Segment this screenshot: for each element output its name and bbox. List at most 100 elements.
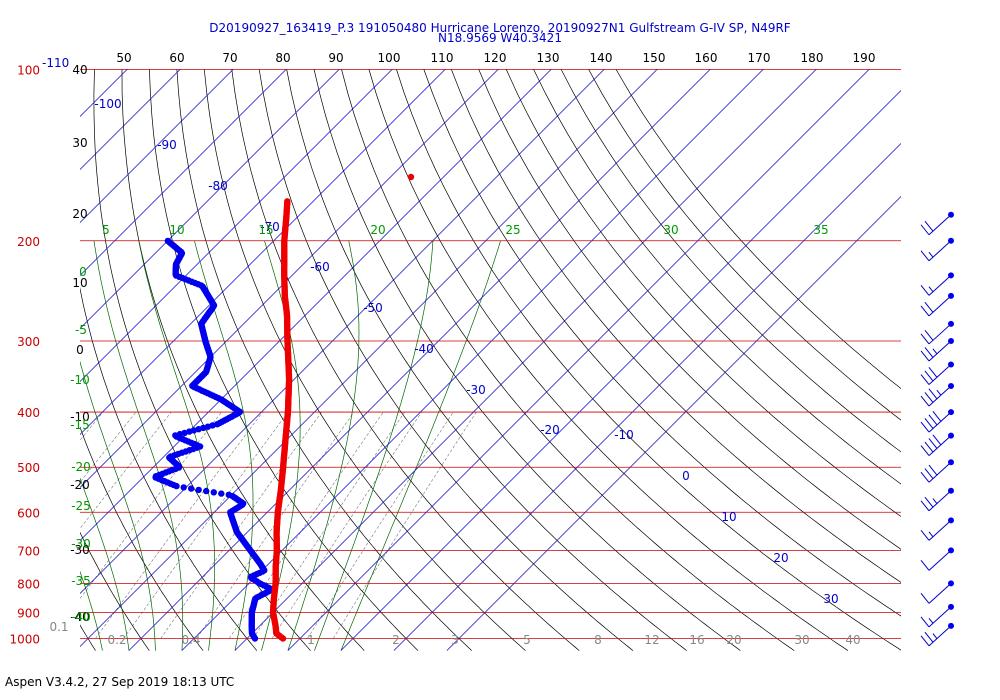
isotherm-line [181, 69, 764, 651]
temperature-point [407, 173, 415, 181]
dry-adiabat-line [423, 69, 901, 617]
moist-adiabat-line [138, 240, 215, 651]
wind-barb-flag [920, 560, 930, 571]
dry-adiabat-label: 0 [76, 343, 84, 357]
isotherm-label: -70 [260, 220, 280, 234]
wind-barb-flag [920, 530, 930, 541]
wind-barb-flag [920, 471, 930, 483]
isotherm-label: -40 [414, 342, 434, 356]
wind-barb-flag [920, 593, 930, 604]
moist-adiabat-line [0, 315, 23, 651]
wind-barb [920, 383, 954, 407]
moist-adiabat-top-label: 20 [370, 223, 385, 237]
wind-barb-staff [928, 411, 952, 433]
top-axis-tick-label: 70 [222, 51, 237, 65]
wind-barb-staff [928, 323, 952, 345]
moist-adiabat-top-label: 25 [505, 223, 520, 237]
mixing-ratio-line [271, 411, 422, 639]
dry-adiabat-label: 20 [72, 207, 87, 221]
top-axis-tick-label: 50 [116, 51, 131, 65]
moist-adiabat-label: -35 [71, 574, 91, 588]
wind-barb [920, 517, 954, 541]
dewpoint-point [203, 487, 210, 495]
isotherm-line [80, 69, 393, 382]
isotherm-line [80, 69, 658, 647]
wind-barb-point [948, 580, 954, 587]
moist-adiabat-label: -5 [75, 323, 87, 337]
pressure-label: 100 [17, 64, 40, 78]
wind-barb-point [948, 487, 954, 494]
isotherm-line [128, 69, 711, 651]
wind-barb [920, 580, 954, 604]
top-axis-tick-label: 150 [643, 51, 666, 65]
pressure-label: 500 [17, 461, 40, 475]
wind-barb-staff [928, 582, 952, 604]
mixing-ratio-line [80, 411, 172, 530]
wind-barb-flag [928, 388, 938, 400]
isotherm-line [340, 90, 901, 651]
top-axis-tick-label: 160 [695, 51, 718, 65]
isotherm-line [80, 69, 446, 435]
dry-adiabat-line [505, 69, 901, 517]
top-axis-tick-label: 100 [378, 51, 401, 65]
mixing-ratio-label: 12 [644, 633, 659, 647]
wind-barb [920, 459, 954, 483]
wind-barb-flag [920, 635, 930, 647]
wind-barb-flag [924, 330, 934, 341]
wind-barb-point [948, 383, 954, 390]
isotherm-label: -30 [466, 383, 486, 397]
wind-barb-half-flag [928, 251, 934, 258]
dry-adiabat-line [588, 69, 901, 421]
wind-barb-staff [928, 295, 952, 317]
top-axis-tick-label: 180 [801, 51, 824, 65]
isotherm-line [80, 69, 181, 170]
isotherm-line [80, 69, 552, 541]
dry-adiabat-line [533, 69, 901, 485]
dry-adiabat-line [258, 69, 634, 651]
wind-barb-point [948, 337, 954, 344]
dry-adiabat-label: 30 [72, 136, 87, 150]
isotherm-line [0, 43, 100, 650]
dry-adiabat-label: 40 [72, 63, 87, 77]
dry-adiabat-line [80, 531, 150, 651]
corner-label: -110 [42, 56, 69, 70]
pressure-label: 700 [17, 544, 40, 558]
isotherm-label: -20 [540, 423, 560, 437]
mixing-ratio-label: 3 [451, 633, 459, 647]
wind-barb-flag [928, 464, 938, 476]
wind-barb-flag [924, 347, 934, 358]
dewpoint-point [164, 237, 171, 245]
top-axis-tick-label: 170 [748, 51, 771, 65]
wind-barb-flag [928, 367, 938, 378]
wind-barb [920, 603, 954, 628]
wind-barb-point [948, 409, 954, 416]
isotherm-line [287, 69, 870, 651]
mixing-ratio-line [160, 411, 322, 639]
top-axis-tick-label: 80 [275, 51, 290, 65]
mixing-ratio-label: 16 [689, 633, 704, 647]
mixing-ratio-label: 8 [594, 633, 602, 647]
wind-barb-point [948, 211, 954, 218]
isotherm-line [446, 196, 901, 651]
wind-barb [920, 292, 954, 317]
wind-barb-half-flag [932, 498, 938, 504]
dry-adiabat-line [395, 69, 901, 651]
dry-adiabat-line [560, 69, 901, 453]
wind-barb-point [948, 622, 954, 629]
dry-adiabat-line [203, 69, 526, 651]
mixing-ratio-label: 1 [307, 633, 315, 647]
wind-barb-staff [928, 625, 952, 647]
mixing-ratio-label: 40 [845, 633, 860, 647]
wind-barb-point [948, 320, 954, 327]
mixing-ratio-line [307, 411, 454, 639]
moist-adiabat-label: -10 [70, 373, 90, 387]
dry-adiabat-line [80, 286, 258, 651]
wind-barb-flag [924, 631, 934, 643]
wind-barb-flag [920, 333, 930, 345]
wind-barb-flag [920, 285, 930, 296]
wind-barb [920, 361, 954, 385]
isotherm-label: -100 [94, 97, 121, 111]
wind-barb-flag [924, 302, 934, 313]
